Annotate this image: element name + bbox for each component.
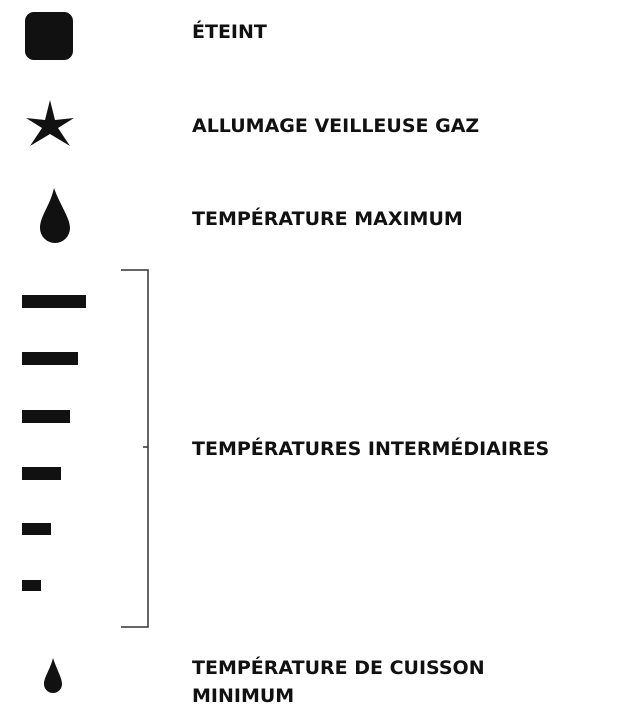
small-flame-symbol — [44, 658, 62, 693]
bar-symbol — [22, 410, 70, 423]
bar-symbol — [22, 580, 41, 591]
label: TEMPÉRATURE DE CUISSON MINIMUM — [192, 657, 485, 707]
star-symbol — [26, 100, 74, 146]
label: TEMPÉRATURES INTERMÉDIAIRES — [192, 438, 550, 460]
bar-symbol — [22, 467, 61, 480]
label: ÉTEINT — [192, 21, 267, 43]
label: ALLUMAGE VEILLEUSE GAZ — [192, 115, 480, 137]
bracket — [121, 269, 149, 628]
bar-symbol — [22, 295, 86, 308]
bar-symbol — [22, 523, 51, 535]
bar-symbol — [22, 352, 78, 365]
label: TEMPÉRATURE MAXIMUM — [192, 208, 463, 230]
large-flame-symbol — [40, 188, 70, 243]
off-symbol — [25, 12, 73, 60]
